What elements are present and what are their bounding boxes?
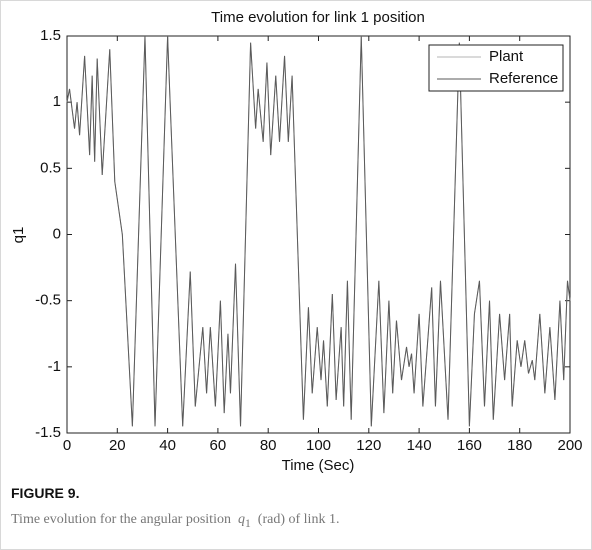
y-tick-label: -0.5	[35, 292, 61, 309]
figure-label: FIGURE 9.	[11, 485, 80, 501]
legend-label: Plant	[489, 48, 524, 65]
x-tick-label: 200	[557, 437, 582, 454]
x-tick-label: 120	[356, 437, 381, 454]
subscript: 1	[244, 516, 251, 530]
x-tick-label: 80	[260, 437, 277, 454]
x-tick-label: 100	[306, 437, 331, 454]
chart-title: Time evolution for link 1 position	[211, 9, 425, 26]
y-tick-label: 0	[53, 225, 61, 242]
caption-text: Time evolution for the angular position	[11, 512, 231, 527]
x-tick-label: 40	[159, 437, 176, 454]
y-axis-label: q1	[10, 227, 27, 244]
symbol: q	[237, 512, 245, 527]
x-tick-label: 140	[407, 437, 432, 454]
x-tick-label: 60	[210, 437, 227, 454]
y-tick-label: 1.5	[40, 27, 61, 44]
figure-caption: Time evolution for the angular position …	[11, 512, 339, 530]
y-tick-label: 1	[53, 93, 61, 110]
x-tick-label: 20	[109, 437, 126, 454]
legend-box	[428, 44, 564, 92]
chart: Time evolution for link 1 position Time …	[10, 9, 583, 474]
caption-text: (rad) of link 1.	[257, 512, 340, 527]
x-tick-label: 160	[457, 437, 482, 454]
y-tick-label: -1.5	[35, 424, 61, 441]
legend-label: Reference	[489, 70, 558, 87]
series-line	[66, 35, 571, 427]
y-tick-label: -1	[48, 358, 61, 375]
y-tick-label: 0.5	[40, 159, 61, 176]
series-line	[66, 35, 571, 427]
x-tick-label: 180	[507, 437, 532, 454]
x-axis-label: Time (Sec)	[282, 457, 355, 474]
x-tick-label: 0	[63, 437, 71, 454]
axes-frame	[66, 35, 571, 434]
